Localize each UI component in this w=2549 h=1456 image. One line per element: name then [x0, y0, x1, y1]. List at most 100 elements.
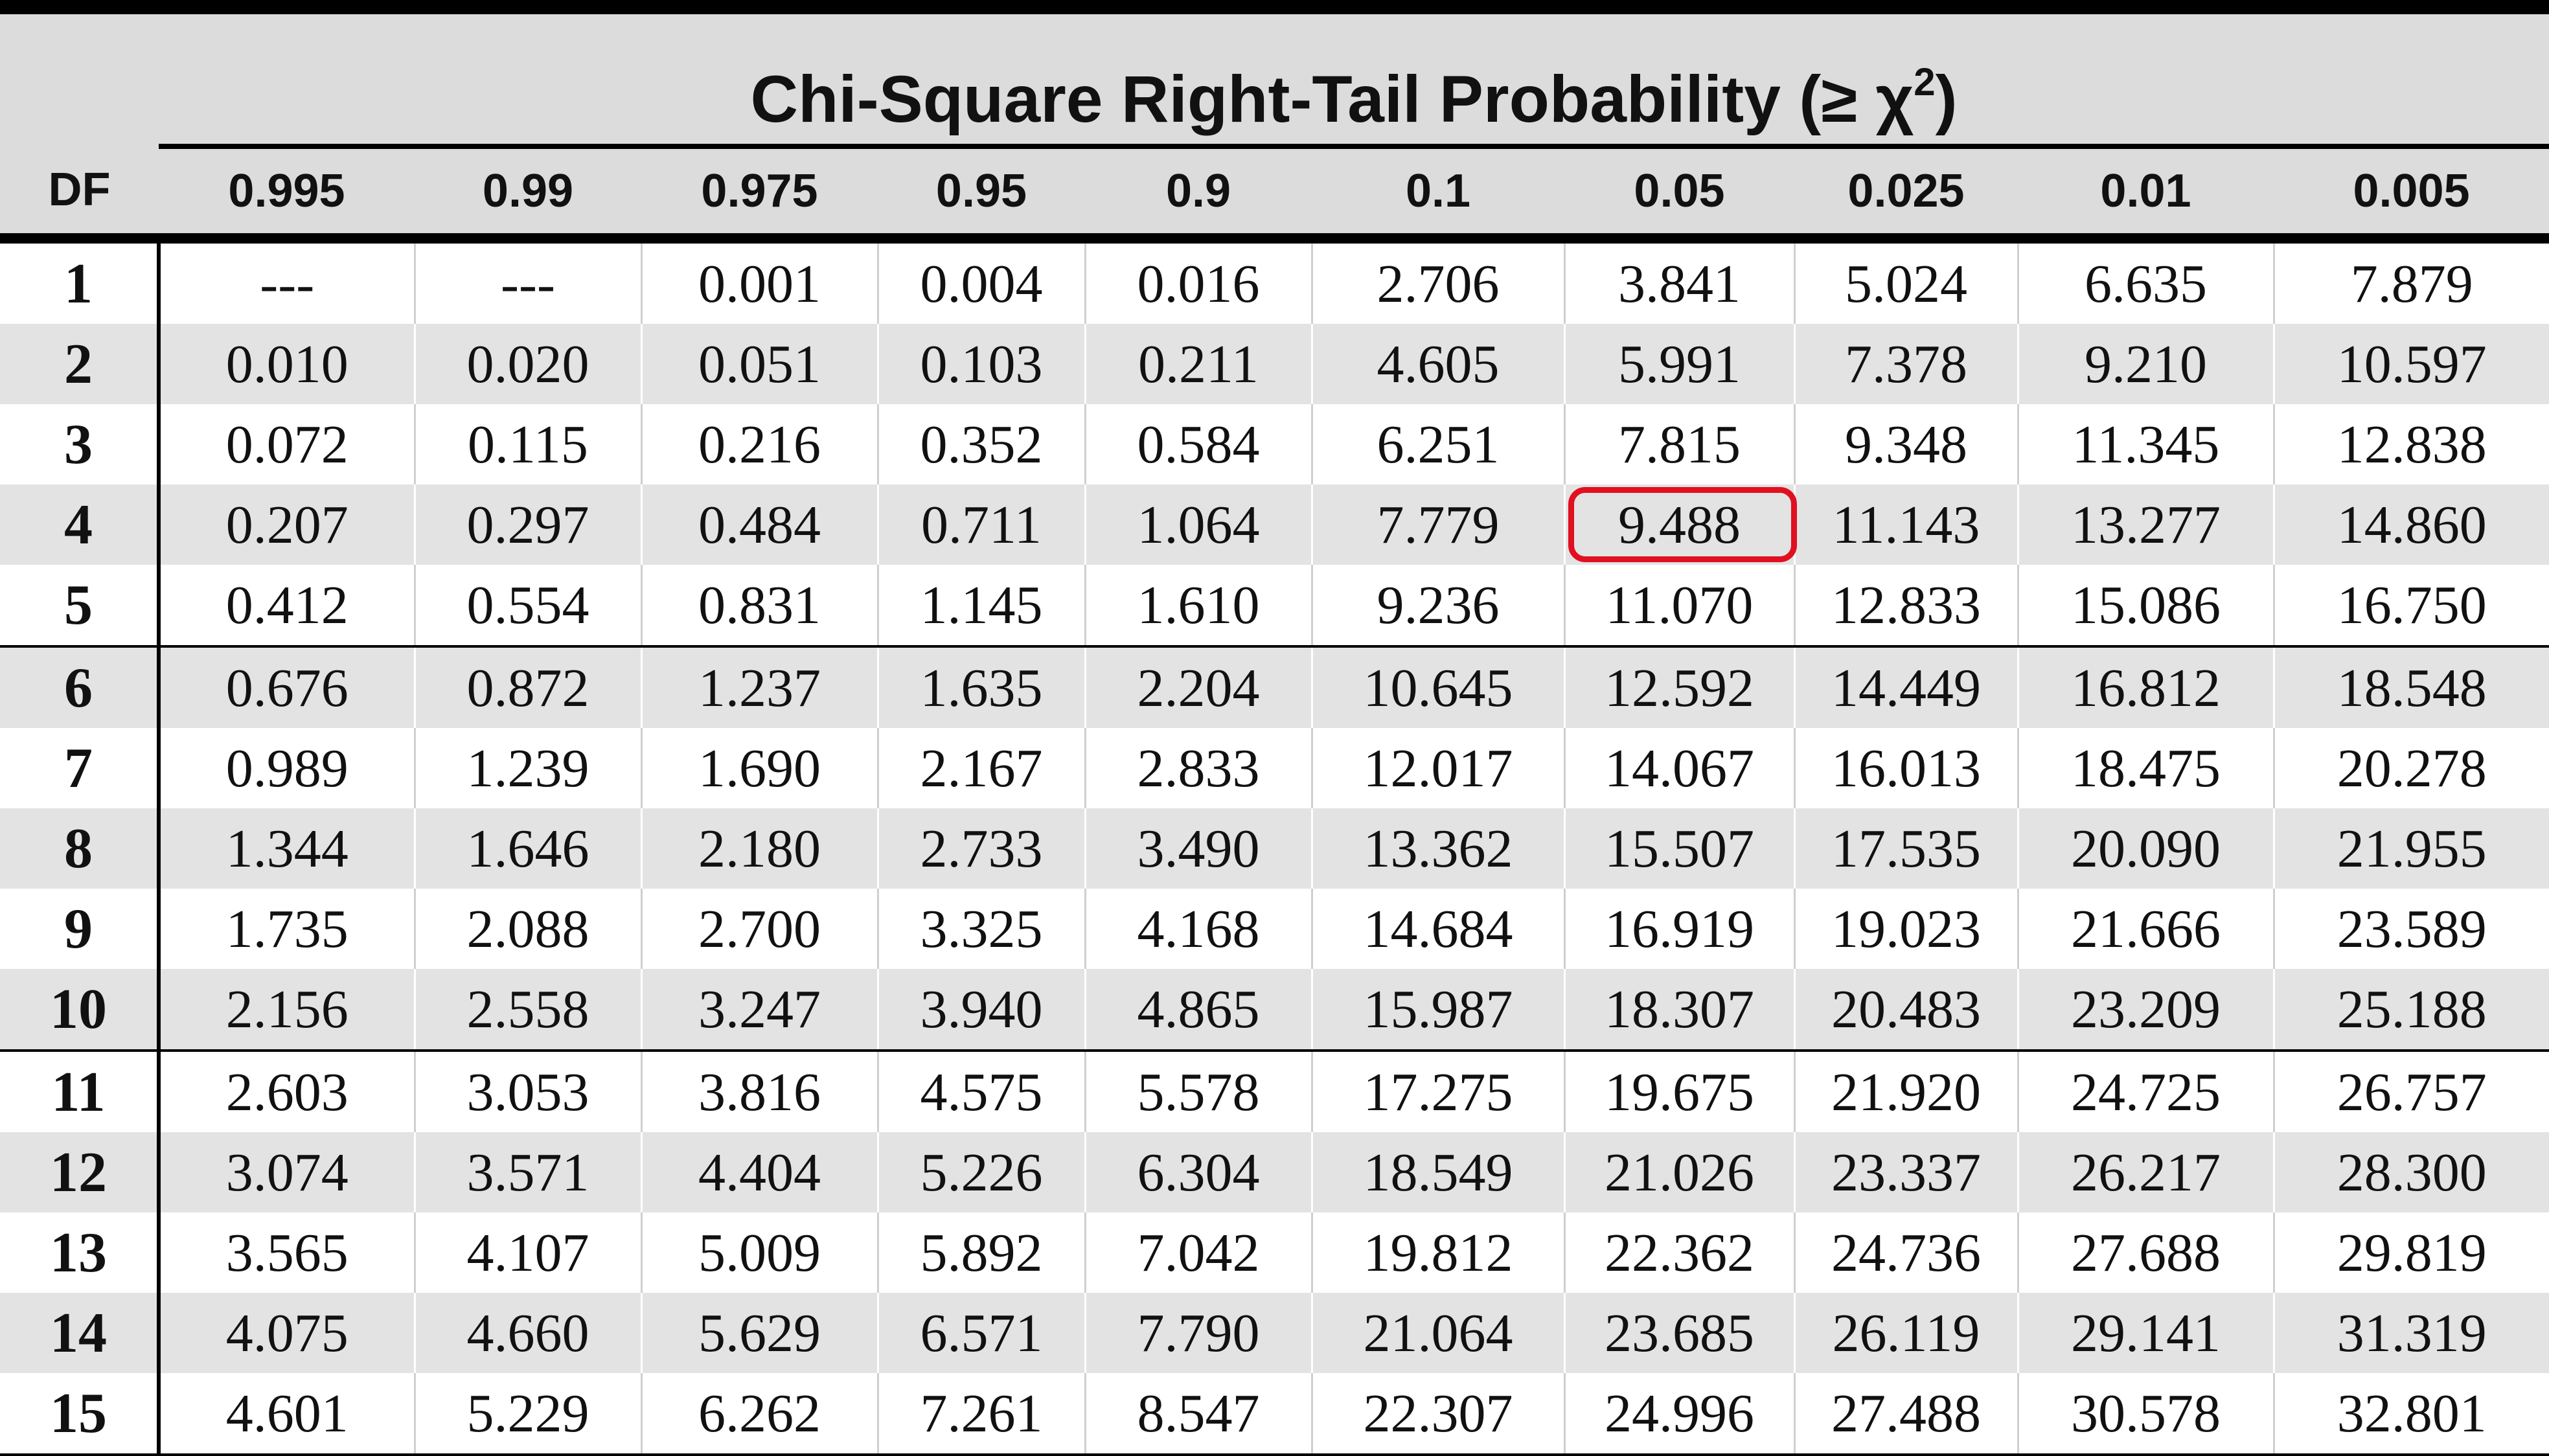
table-row: 3 0.072 0.115 0.216 0.352 0.584 6.251 7.815 9.34…	[0, 404, 2549, 484]
value-cell: 15.086	[2018, 565, 2275, 646]
df-cell: 1	[0, 238, 161, 324]
value-cell: 0.211	[1085, 324, 1313, 404]
value-cell: 5.629	[641, 1293, 879, 1373]
value-cell: 18.548	[2274, 645, 2549, 728]
value-cell: 9.488	[1564, 484, 1796, 565]
table-row: 15 4.601 5.229 6.262 7.261 8.547 22.307 24.996 2…	[0, 1373, 2549, 1456]
value-cell: 21.955	[2274, 808, 2549, 889]
value-cell: 28.300	[2274, 1132, 2549, 1212]
table-row: 11 2.603 3.053 3.816 4.575 5.578 17.275 19.675 2…	[0, 1049, 2549, 1132]
value-cell: 4.605	[1312, 324, 1566, 404]
value-cell: 3.565	[159, 1212, 416, 1293]
value-cell: 21.666	[2018, 889, 2275, 969]
value-cell: 1.735	[159, 889, 416, 969]
df-cell: 14	[0, 1293, 161, 1373]
df-cell: 5	[0, 565, 161, 646]
column-header: 0.975	[641, 146, 878, 244]
value-cell: 24.736	[1794, 1212, 2019, 1293]
column-header: 0.025	[1794, 146, 2018, 244]
value-cell: 2.088	[415, 889, 643, 969]
df-cell: 8	[0, 808, 161, 889]
value-cell: 20.278	[2337, 738, 2487, 799]
column-header: 0.95	[878, 146, 1085, 244]
value-cell: 0.115	[415, 404, 643, 484]
value-cell: 12.838	[2337, 414, 2487, 475]
value-cell: 2.833	[1085, 728, 1313, 808]
value-cell: 30.578	[2018, 1373, 2275, 1456]
value-cell: 18.475	[2018, 728, 2275, 808]
table-row: 8 1.344 1.646 2.180 2.733 3.490 13.362 15.507 17…	[0, 808, 2549, 889]
value-cell: 19.023	[1794, 889, 2019, 969]
value-cell: 2.156	[159, 969, 416, 1051]
value-cell: 22.307	[1312, 1373, 1566, 1456]
value-cell: 22.362	[1564, 1212, 1796, 1293]
value-cell: 27.488	[1794, 1373, 2019, 1456]
value-cell: 3.571	[415, 1132, 643, 1212]
value-cell: 12.017	[1312, 728, 1566, 808]
table-row: 5 0.412 0.554 0.831 1.145 1.610 9.236 11.070 12.…	[0, 565, 2549, 646]
value-cell: 3.841	[1564, 238, 1796, 324]
value-cell: 4.865	[1085, 969, 1313, 1051]
value-cell: 4.575	[878, 1049, 1086, 1132]
value-cell: 3.490	[1085, 808, 1313, 889]
value-cell: 0.297	[415, 484, 643, 565]
value-cell: 11.143	[1794, 484, 2019, 565]
value-cell: 9.210	[2018, 324, 2275, 404]
df-cell: 3	[0, 404, 161, 484]
value-cell: 25.188	[2274, 969, 2549, 1051]
column-header: 0.01	[2018, 146, 2274, 244]
column-header: 0.05	[1564, 146, 1794, 244]
table-title-close: )	[1935, 62, 1958, 136]
value-cell: 26.217	[2018, 1132, 2275, 1212]
value-cell: 0.554	[415, 565, 643, 646]
table-title-superscript: 2	[1914, 60, 1936, 104]
value-cell: 4.601	[159, 1373, 416, 1456]
table-row: 1 --- --- 0.001 0.004 0.016 2.706 3.841 5.024 6.6…	[0, 238, 2549, 324]
value-cell: 31.319	[2274, 1293, 2549, 1373]
value-cell: 21.026	[1564, 1132, 1796, 1212]
value-cell: 0.001	[641, 238, 879, 324]
table-row: 9 1.735 2.088 2.700 3.325 4.168 14.684 16.919 19…	[0, 889, 2549, 969]
value-cell: 0.103	[878, 324, 1086, 404]
value-cell: 9.348	[1794, 404, 2019, 484]
table-body: 1 --- --- 0.001 0.004 0.016 2.706 3.841 5.024 6.6…	[0, 238, 2549, 1456]
value-cell: 24.996	[1564, 1373, 1796, 1456]
value-cell: 2.167	[878, 728, 1086, 808]
value-cell: 2.700	[641, 889, 879, 969]
value-cell: 0.051	[641, 324, 879, 404]
df-cell: 10	[0, 969, 161, 1051]
value-cell: 5.991	[1564, 324, 1796, 404]
df-cell: 15	[0, 1373, 161, 1456]
value-cell: 20.483	[1794, 969, 2019, 1051]
value-cell: 18.549	[1312, 1132, 1566, 1212]
value-cell: 23.337	[1794, 1132, 2019, 1212]
value-cell: 11.345	[2018, 404, 2275, 484]
value-cell: 1.610	[1085, 565, 1313, 646]
df-cell: 9	[0, 889, 161, 969]
value-cell: 0.872	[415, 645, 643, 728]
value-cell: 20.090	[2018, 808, 2275, 889]
value-cell: 0.010	[159, 324, 416, 404]
value-cell: 1.344	[159, 808, 416, 889]
value-cell: 7.815	[1564, 404, 1796, 484]
value-cell: 21.920	[1794, 1049, 2019, 1132]
value-cell: 2.180	[641, 808, 879, 889]
value-cell: 17.275	[1312, 1049, 1566, 1132]
value-cell: ---	[159, 238, 416, 324]
value-cell: 0.676	[159, 645, 416, 728]
table-title: Chi-Square Right-Tail Probability (≥ χ2)	[159, 0, 2549, 149]
value-cell: 5.229	[415, 1373, 643, 1456]
value-cell: 1.145	[878, 565, 1086, 646]
value-cell: 32.801	[2274, 1373, 2549, 1456]
value-cell: 4.660	[415, 1293, 643, 1373]
table-row: 10 2.156 2.558 3.247 3.940 4.865 15.987 18.307 2…	[0, 969, 2549, 1051]
df-cell: 6	[0, 645, 161, 728]
value-cell: 6.635	[2018, 238, 2275, 324]
value-cell: 1.064	[1085, 484, 1313, 565]
value-cell: 5.226	[878, 1132, 1086, 1212]
df-cell: 2	[0, 324, 161, 404]
value-cell: 2.558	[415, 969, 643, 1051]
table-row: 2 0.010 0.020 0.051 0.103 0.211 4.605 5.991 7.37…	[0, 324, 2549, 404]
value-cell: 0.072	[159, 404, 416, 484]
